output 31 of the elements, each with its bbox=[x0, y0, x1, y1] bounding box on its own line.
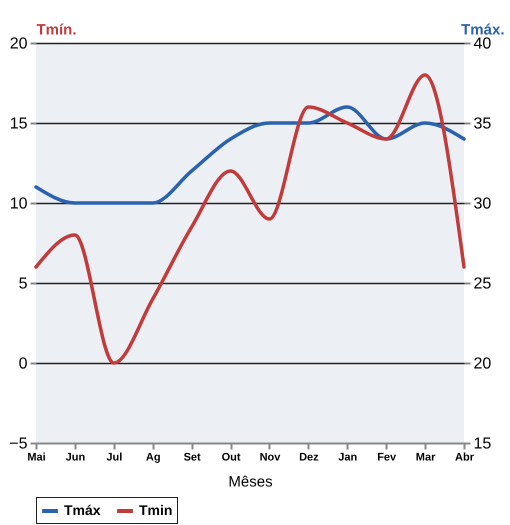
y2-tick-label: 30 bbox=[474, 196, 492, 212]
y-tick-label: −5 bbox=[9, 436, 28, 452]
y-axis-title: Tmín. bbox=[36, 22, 76, 38]
y2-axis-title: Tmáx. bbox=[461, 22, 504, 38]
x-tick-label: Dez bbox=[299, 452, 320, 464]
x-tick-label: Jan bbox=[338, 452, 358, 464]
y2-tick-label: 40 bbox=[474, 36, 492, 52]
line-series bbox=[34, 105, 466, 205]
x-tick-label: Ag bbox=[146, 452, 161, 464]
x-tick-label: Fev bbox=[377, 452, 398, 464]
y2-tick-label: 20 bbox=[474, 356, 492, 372]
legend-label: Tmin bbox=[139, 502, 172, 518]
x-tick-label: Jul bbox=[106, 452, 122, 464]
x-tick-label: Mar bbox=[416, 452, 436, 464]
x-tick-label: Mai bbox=[27, 452, 46, 464]
x-tick-label: Set bbox=[184, 452, 202, 464]
line-series bbox=[34, 73, 466, 365]
x-axis-title: Mêses bbox=[228, 474, 273, 490]
x-tick-label: Jun bbox=[66, 452, 86, 464]
y2-tick-label: 35 bbox=[474, 116, 492, 132]
x-tick-label: Out bbox=[222, 452, 241, 464]
x-tick-label: Nov bbox=[260, 452, 282, 464]
y-tick-label: 10 bbox=[10, 196, 28, 212]
x-tick-label: Abr bbox=[455, 452, 475, 464]
legend-label: Tmáx bbox=[64, 502, 101, 518]
y2-tick-label: 25 bbox=[474, 276, 492, 292]
y-tick-label: 5 bbox=[18, 276, 28, 292]
y-tick-label: 0 bbox=[18, 356, 28, 372]
y-tick-label: 15 bbox=[10, 116, 28, 132]
y-tick-label: 20 bbox=[10, 36, 28, 52]
y2-tick-label: 15 bbox=[474, 436, 492, 452]
